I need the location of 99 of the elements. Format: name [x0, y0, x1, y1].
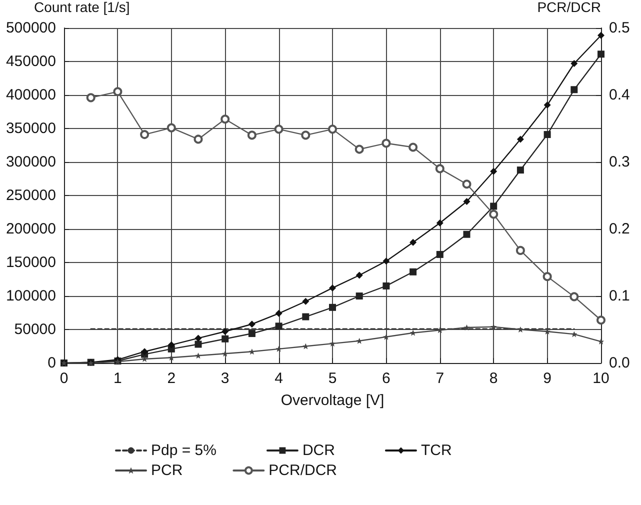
point	[382, 258, 390, 265]
point	[382, 138, 391, 148]
point	[356, 272, 363, 279]
point	[516, 136, 524, 143]
x-tick-label: 6	[382, 370, 390, 387]
point	[275, 322, 282, 330]
y-tick-label: 200000	[6, 220, 56, 238]
y2-tick-label: 0.5	[609, 20, 630, 36]
point	[194, 334, 202, 342]
point	[195, 352, 202, 359]
point	[302, 313, 310, 320]
point	[222, 335, 229, 342]
point	[194, 134, 203, 144]
x-axis-title: Overvoltage [V]	[280, 392, 384, 409]
point	[463, 230, 470, 238]
y2-tick-label: 0.0	[609, 354, 630, 372]
legend-label: PCR/DCR	[268, 462, 338, 479]
point	[275, 310, 282, 317]
point	[489, 210, 498, 219]
y-tick-label: 50000	[14, 321, 56, 338]
point	[464, 324, 470, 330]
point	[248, 320, 256, 328]
point	[436, 219, 444, 226]
point	[274, 124, 284, 134]
point	[435, 164, 444, 174]
point	[329, 284, 336, 292]
y-tick-label: 350000	[6, 120, 56, 137]
point	[570, 60, 578, 68]
point	[408, 142, 418, 152]
x-tick-label: 10	[592, 370, 610, 387]
point	[598, 50, 604, 58]
point	[328, 124, 337, 134]
point	[462, 180, 472, 189]
point	[247, 130, 256, 140]
point	[571, 331, 578, 338]
y2-tick-label: 0.1	[609, 288, 630, 304]
x-tick-label: 0	[60, 370, 68, 387]
point	[248, 348, 255, 355]
point	[222, 350, 228, 357]
y-axis-title: Count rate [1/s]	[34, 0, 130, 15]
y-tick-label: 300000	[6, 154, 56, 170]
point	[598, 32, 604, 39]
point	[248, 330, 256, 338]
x-tick-label: 2	[167, 370, 176, 387]
y-tick-label: 100000	[6, 288, 56, 304]
legend-label: DCR	[302, 442, 336, 459]
point	[544, 328, 550, 335]
x-tick-label: 4	[274, 370, 283, 387]
point	[463, 198, 470, 206]
point	[570, 86, 578, 94]
y-tick-label: 150000	[6, 254, 56, 271]
point	[194, 340, 202, 348]
point	[276, 346, 282, 352]
point	[542, 272, 552, 282]
point	[222, 328, 229, 336]
point	[598, 338, 604, 345]
point	[166, 123, 176, 132]
point	[168, 341, 175, 348]
point	[382, 282, 390, 290]
point	[141, 348, 148, 356]
point	[516, 246, 525, 255]
point	[544, 131, 551, 138]
point	[596, 316, 606, 325]
point	[544, 102, 551, 109]
y-tick-label: 400000	[6, 86, 56, 104]
x-tick-label: 8	[489, 370, 498, 387]
y-tick-label: 500000	[6, 20, 56, 36]
point	[516, 166, 524, 174]
y-tick-label: 0	[48, 354, 56, 372]
point	[329, 304, 336, 311]
point	[142, 356, 148, 362]
y-tick-label: 250000	[6, 187, 56, 204]
point	[140, 130, 150, 140]
point	[410, 238, 417, 246]
point	[356, 292, 363, 300]
y-tick-label: 450000	[6, 53, 56, 70]
y2-axis-title: PCR/DCR	[537, 0, 601, 15]
point	[490, 168, 498, 175]
legend-label: TCR	[420, 442, 452, 459]
x-tick-label: 9	[543, 370, 552, 387]
x-tick-label: 7	[436, 370, 444, 387]
point	[354, 144, 364, 154]
point	[220, 114, 230, 124]
point	[490, 202, 498, 210]
legend-label: PCR	[151, 462, 183, 479]
point	[436, 250, 444, 258]
y2-tick-label: 0.3	[609, 154, 630, 170]
point	[570, 292, 579, 302]
x-tick-label: 5	[328, 370, 337, 387]
point	[301, 130, 310, 140]
point	[302, 298, 310, 305]
point	[113, 87, 122, 96]
point	[410, 268, 417, 276]
legend-label: Pdp = 5%	[151, 442, 216, 459]
point	[86, 93, 96, 102]
y2-tick-label: 0.4	[609, 86, 630, 104]
x-tick-label: 1	[114, 370, 122, 387]
x-tick-label: 3	[220, 370, 230, 387]
y2-tick-label: 0.2	[609, 220, 630, 238]
